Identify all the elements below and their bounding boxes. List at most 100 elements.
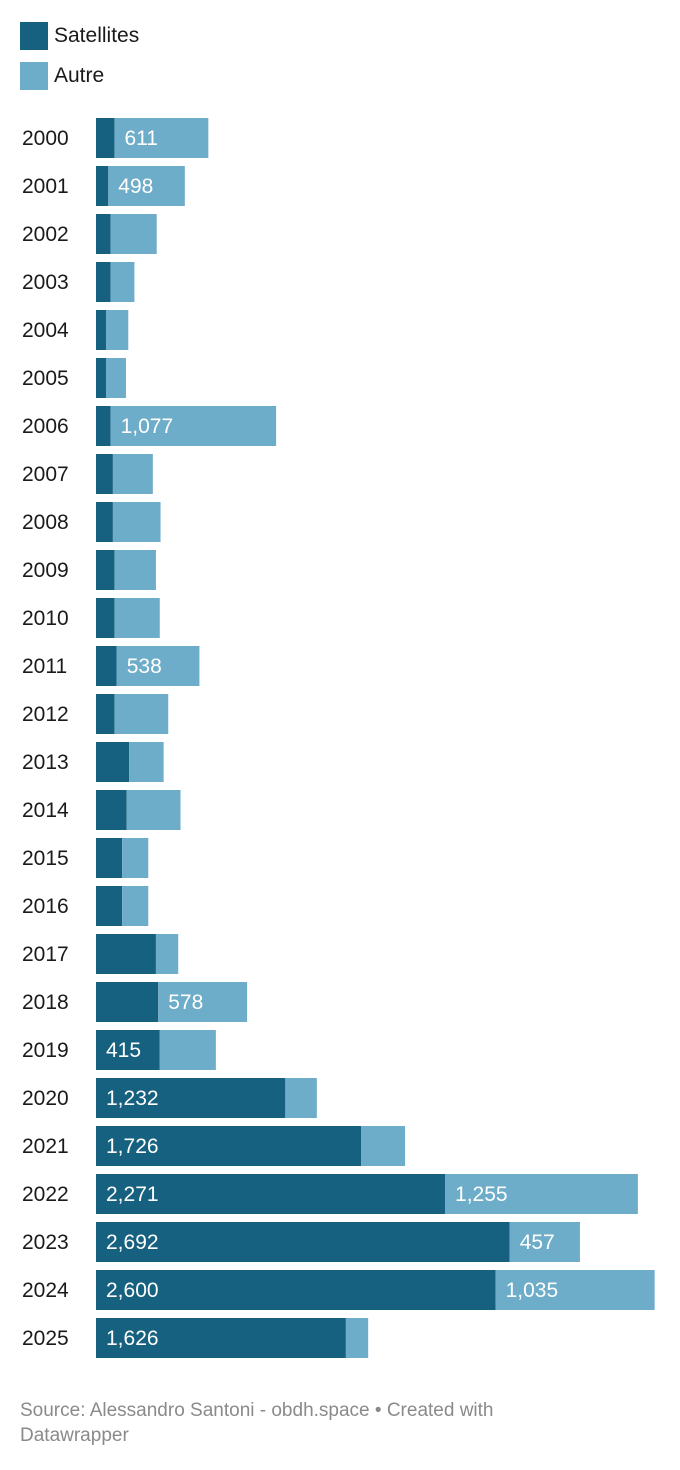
category-label: 2023	[22, 1231, 69, 1254]
bar-autre	[105, 358, 126, 398]
category-label: 2018	[22, 991, 69, 1014]
bar-satellites	[96, 1078, 286, 1118]
data-label-satellites: 2,692	[106, 1231, 159, 1254]
category-label: 2003	[22, 271, 69, 294]
bar-satellites	[96, 646, 117, 686]
legend-item-autre: Autre	[20, 62, 139, 90]
bar-satellites	[96, 838, 123, 878]
category-label: 2002	[22, 223, 69, 246]
data-label-satellites: 1,626	[106, 1327, 159, 1350]
category-label: 2007	[22, 463, 69, 486]
data-label-autre: 578	[168, 991, 203, 1014]
category-label: 2014	[22, 799, 69, 822]
bar-satellites	[96, 1270, 496, 1310]
bar-autre	[509, 1222, 580, 1262]
bar-autre	[155, 934, 179, 974]
category-label: 2006	[22, 415, 69, 438]
bar-autre	[112, 502, 161, 542]
legend-item-satellites: Satellites	[20, 22, 139, 50]
bar-satellites	[96, 550, 115, 590]
data-label-autre: 611	[124, 127, 157, 150]
bar-satellites	[96, 1222, 510, 1262]
bar-autre	[361, 1126, 406, 1166]
bar-satellites	[96, 1174, 446, 1214]
bar-satellites	[96, 502, 113, 542]
stacked-bar-chart: 2000 611 2001 498 2002 2003 2004 2005 2006 1,077 2…	[22, 118, 655, 1358]
bar-satellites	[96, 598, 115, 638]
bar-autre	[495, 1270, 655, 1310]
category-label: 2016	[22, 895, 69, 918]
legend-label-autre: Autre	[54, 64, 105, 87]
bar-autre	[114, 598, 160, 638]
bar-satellites	[96, 886, 123, 926]
data-label-satellites: 2,271	[106, 1183, 159, 1206]
category-label: 2015	[22, 847, 69, 870]
bar-autre	[122, 886, 149, 926]
category-label: 2001	[22, 175, 69, 198]
bar-satellites	[96, 934, 156, 974]
bar-autre	[114, 550, 156, 590]
bar-satellites	[96, 1030, 160, 1070]
category-label: 2021	[22, 1135, 69, 1158]
category-label: 2008	[22, 511, 69, 534]
bar-satellites	[96, 454, 113, 494]
bar-satellites	[96, 310, 106, 350]
legend-swatch-autre	[20, 62, 48, 90]
source-note: Source: Alessandro Santoni - obdh.space …	[20, 1400, 494, 1446]
bar-autre	[110, 214, 157, 254]
category-label: 2024	[22, 1279, 69, 1302]
data-label-satellites: 2,600	[106, 1279, 159, 1302]
bar-autre	[112, 454, 153, 494]
bar-autre	[122, 838, 149, 878]
bar-autre	[116, 646, 200, 686]
bar-autre	[108, 166, 185, 206]
category-label: 2004	[22, 319, 69, 342]
bar-autre	[126, 790, 181, 830]
bar-satellites	[96, 214, 111, 254]
bar-autre	[159, 1030, 216, 1070]
category-label: 2009	[22, 559, 69, 582]
category-label: 2013	[22, 751, 69, 774]
data-label-autre: 538	[127, 655, 162, 678]
legend: Satellites Autre	[20, 22, 139, 102]
bar-autre	[105, 310, 129, 350]
bar-satellites	[96, 262, 111, 302]
bar-satellites	[96, 1318, 346, 1358]
bar-autre	[114, 118, 209, 158]
data-label-satellites: 1,232	[106, 1087, 159, 1110]
category-label: 2019	[22, 1039, 69, 1062]
bar-satellites	[96, 166, 109, 206]
bar-autre	[114, 694, 169, 734]
bar-satellites	[96, 1126, 362, 1166]
legend-swatch-satellites	[20, 22, 48, 50]
category-label: 2022	[22, 1183, 69, 1206]
category-label: 2010	[22, 607, 69, 630]
category-label: 2017	[22, 943, 69, 966]
category-label: 2012	[22, 703, 69, 726]
bar-satellites	[96, 358, 106, 398]
data-label-autre: 457	[520, 1231, 555, 1254]
data-label-autre: 1,077	[121, 415, 174, 438]
bar-autre	[129, 742, 164, 782]
data-label-satellites: 415	[106, 1039, 141, 1062]
legend-label-satellites: Satellites	[54, 24, 140, 47]
bar-satellites	[96, 982, 159, 1022]
data-label-autre: 1,255	[455, 1183, 508, 1206]
bar-autre	[158, 982, 248, 1022]
bar-satellites	[96, 406, 111, 446]
data-label-satellites: 1,726	[106, 1135, 159, 1158]
data-label-autre: 1,035	[506, 1279, 559, 1302]
data-label-autre: 498	[118, 175, 153, 198]
category-label: 2025	[22, 1327, 69, 1350]
category-label: 2005	[22, 367, 69, 390]
bar-satellites	[96, 118, 115, 158]
category-label: 2020	[22, 1087, 69, 1110]
bar-satellites	[96, 790, 127, 830]
bar-satellites	[96, 694, 115, 734]
bar-autre	[445, 1174, 638, 1214]
bar-satellites	[96, 742, 130, 782]
category-label: 2000	[22, 127, 69, 150]
bar-autre	[110, 406, 277, 446]
bar-autre	[345, 1318, 369, 1358]
bar-autre	[110, 262, 135, 302]
